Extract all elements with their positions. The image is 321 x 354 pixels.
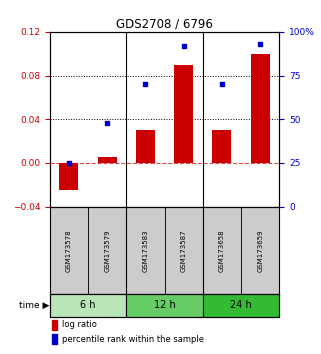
Point (66, 160, 72, 166)
Bar (136, 130, 155, 163)
Bar (52, 320, 57, 330)
Point (143, 81, 148, 87)
Bar (50, 294, 126, 317)
Text: 12 h: 12 h (154, 301, 175, 310)
Bar (98, 158, 117, 163)
Bar (164, 207, 203, 294)
Text: time ▶: time ▶ (19, 301, 50, 310)
Text: GSM173583: GSM173583 (143, 229, 148, 272)
Text: GSM173579: GSM173579 (104, 229, 110, 272)
Bar (52, 334, 57, 344)
Bar (59, 163, 78, 190)
Point (105, 120, 110, 126)
Text: GSM173587: GSM173587 (181, 229, 187, 272)
Bar (212, 130, 231, 163)
Point (257, 41, 263, 47)
Bar (126, 207, 164, 294)
Bar (203, 207, 241, 294)
Bar (241, 207, 279, 294)
Text: GSM173659: GSM173659 (257, 229, 263, 272)
Text: GSM173578: GSM173578 (66, 229, 72, 272)
Point (181, 43, 186, 48)
Text: percentile rank within the sample: percentile rank within the sample (62, 335, 204, 344)
Bar (126, 294, 203, 317)
Text: GSM173658: GSM173658 (219, 229, 225, 272)
Bar (174, 65, 193, 163)
Text: log ratio: log ratio (62, 320, 97, 329)
Text: 24 h: 24 h (230, 301, 252, 310)
Bar (88, 207, 126, 294)
Bar (203, 294, 279, 317)
Text: 6 h: 6 h (80, 301, 96, 310)
Title: GDS2708 / 6796: GDS2708 / 6796 (116, 18, 213, 31)
Point (219, 81, 224, 87)
Bar (50, 207, 88, 294)
Bar (251, 54, 270, 163)
